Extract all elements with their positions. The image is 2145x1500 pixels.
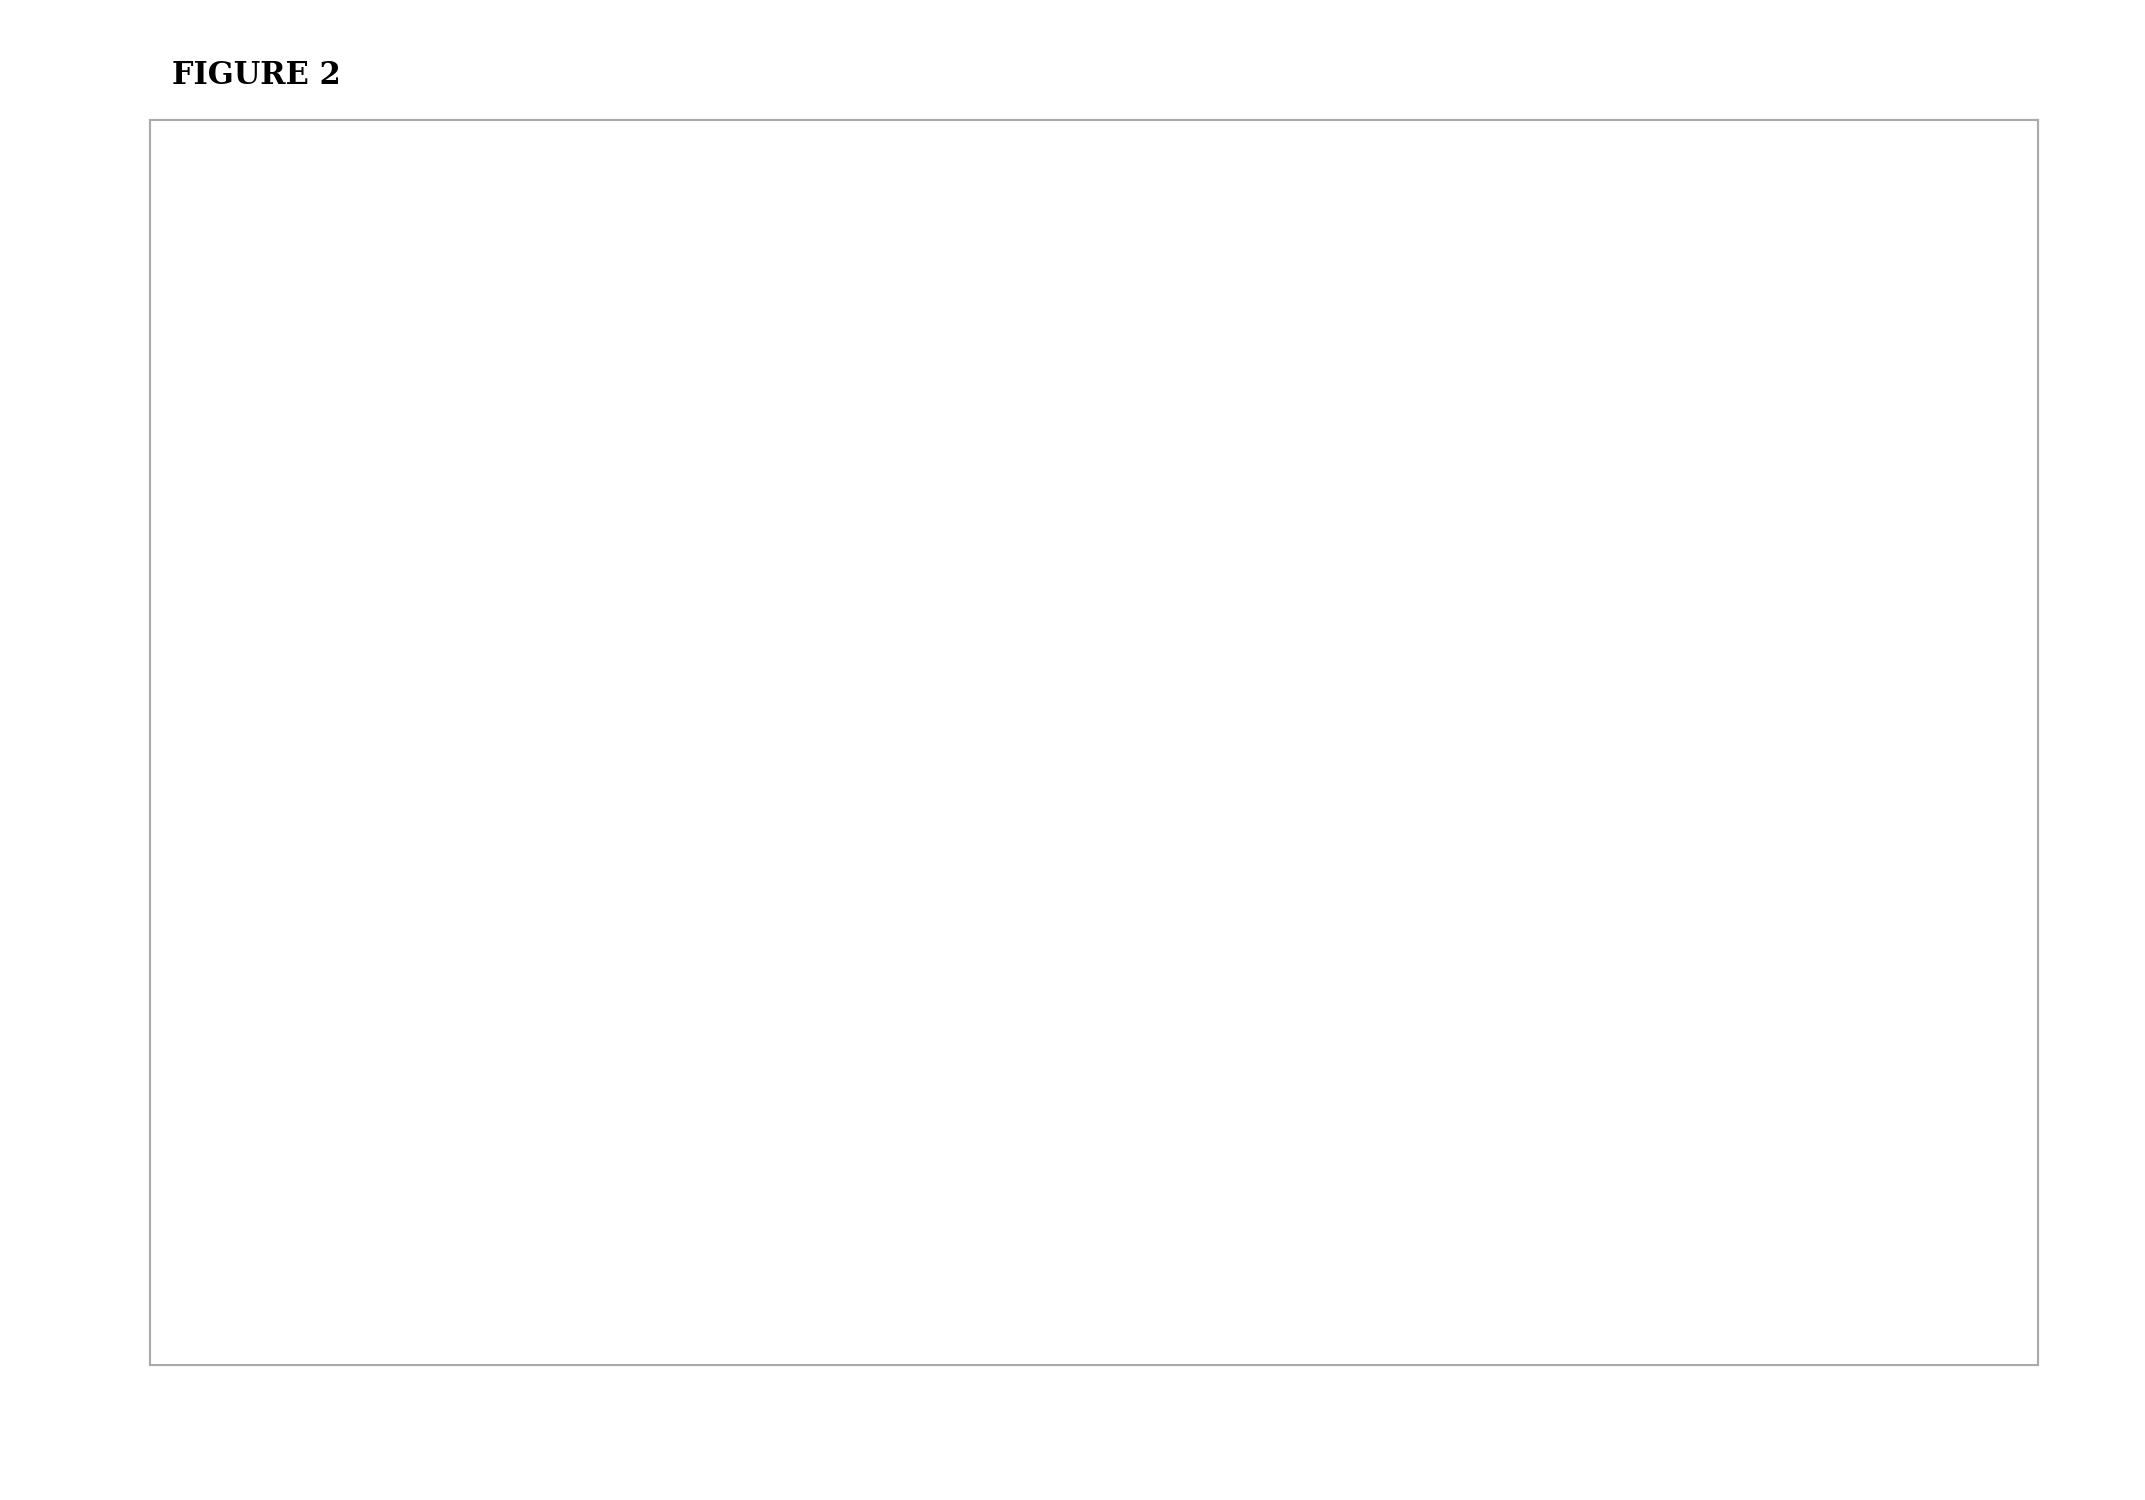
Bar bbox=[1602, 1084, 1860, 1230]
Text: 102.1: 102.1 bbox=[1126, 466, 1190, 489]
Text: 20.35: 20.35 bbox=[1699, 1052, 1763, 1074]
Bar bbox=[1030, 500, 1287, 1230]
Y-axis label: Percent Growth: Percent Growth bbox=[290, 654, 315, 876]
Bar bbox=[150, 120, 2038, 1365]
Text: 112.9: 112.9 bbox=[553, 390, 618, 411]
Text: FIGURE 2: FIGURE 2 bbox=[172, 60, 341, 92]
Bar bbox=[457, 423, 714, 1230]
